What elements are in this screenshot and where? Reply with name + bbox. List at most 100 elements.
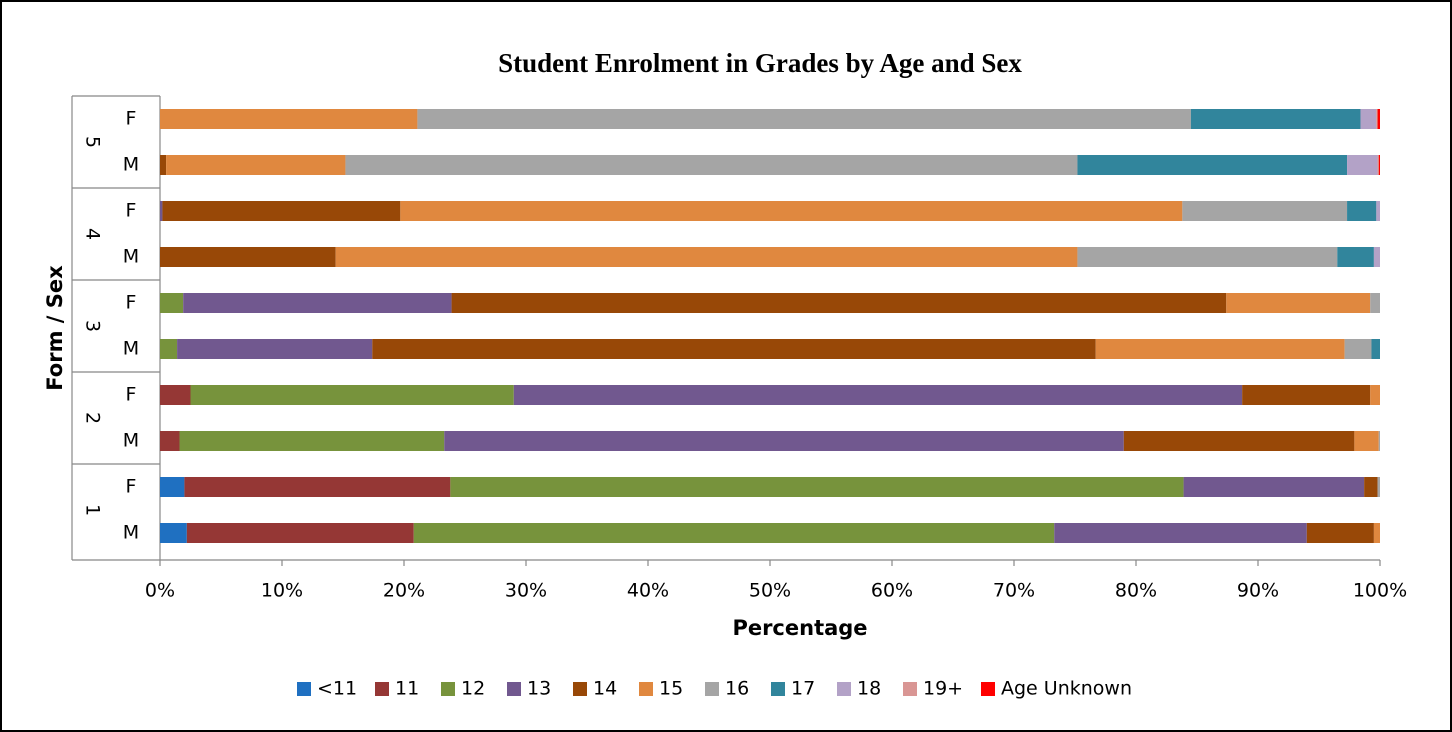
legend-label: 17 bbox=[791, 678, 815, 700]
x-tick-label: 70% bbox=[993, 580, 1035, 602]
legend-swatch bbox=[903, 682, 917, 696]
bar-segment bbox=[1347, 201, 1377, 221]
x-tick-label: 10% bbox=[261, 580, 303, 602]
bar-segment bbox=[1376, 109, 1378, 129]
legend-swatch bbox=[771, 682, 785, 696]
bar-segment bbox=[160, 155, 167, 175]
bar-segment bbox=[1354, 431, 1379, 451]
bar-segment bbox=[1226, 293, 1371, 313]
x-tick-label: 20% bbox=[383, 580, 425, 602]
bar-segment bbox=[335, 247, 1078, 267]
bar-segment bbox=[1182, 201, 1348, 221]
legend-swatch bbox=[441, 682, 455, 696]
legend-swatch bbox=[375, 682, 389, 696]
bar-segment bbox=[160, 109, 418, 129]
bar-segment bbox=[177, 339, 373, 359]
group-label: 3 bbox=[82, 320, 104, 332]
group-label: 5 bbox=[82, 136, 104, 148]
bar-segment bbox=[190, 385, 514, 405]
bar-segment bbox=[1347, 155, 1378, 175]
y-tick-label: M bbox=[123, 522, 139, 544]
bar-segment bbox=[413, 523, 1055, 543]
y-tick-label: M bbox=[123, 338, 139, 360]
x-tick-label: 30% bbox=[505, 580, 547, 602]
bar-segment bbox=[1377, 109, 1380, 129]
legend-swatch bbox=[573, 682, 587, 696]
bar-segment bbox=[160, 477, 185, 497]
bar-segment bbox=[1371, 339, 1380, 359]
chart-title: Student Enrolment in Grades by Age and S… bbox=[498, 48, 1022, 78]
bar-segment bbox=[1373, 247, 1380, 267]
y-tick-label: F bbox=[126, 108, 137, 130]
group-label: 2 bbox=[82, 412, 104, 424]
bar-segment bbox=[1344, 339, 1372, 359]
bar-segment bbox=[1242, 385, 1371, 405]
x-axis-label: Percentage bbox=[732, 616, 867, 640]
bar-segment bbox=[513, 385, 1243, 405]
legend-label: 14 bbox=[593, 678, 617, 700]
x-tick-label: 90% bbox=[1237, 580, 1279, 602]
bar-segment bbox=[179, 431, 445, 451]
bar-segment bbox=[1077, 155, 1348, 175]
bar-segment bbox=[186, 523, 414, 543]
bar-segment bbox=[451, 293, 1227, 313]
bar-segment bbox=[160, 201, 163, 221]
y-tick-label: F bbox=[126, 292, 137, 314]
x-tick-label: 60% bbox=[871, 580, 913, 602]
x-tick-label: 80% bbox=[1115, 580, 1157, 602]
bar-segment bbox=[1378, 155, 1380, 175]
bar-segment bbox=[1360, 109, 1377, 129]
legend-label: 13 bbox=[527, 678, 551, 700]
y-tick-label: M bbox=[123, 154, 139, 176]
legend-swatch bbox=[705, 682, 719, 696]
bar-segment bbox=[160, 247, 336, 267]
legend-swatch bbox=[837, 682, 851, 696]
legend-label: 15 bbox=[659, 678, 683, 700]
bar-segment bbox=[444, 431, 1124, 451]
bar-segment bbox=[1364, 477, 1378, 497]
bar-segment bbox=[183, 293, 452, 313]
bar-segment bbox=[1370, 385, 1380, 405]
legend-label: 18 bbox=[857, 678, 881, 700]
bar-segment bbox=[1095, 339, 1345, 359]
bar-segment bbox=[162, 201, 401, 221]
x-tick-label: 50% bbox=[749, 580, 791, 602]
bar-segment bbox=[160, 339, 178, 359]
legend-label: 12 bbox=[461, 678, 485, 700]
bar-segment bbox=[1378, 431, 1380, 451]
bar-segment bbox=[160, 293, 184, 313]
bar-segment bbox=[1370, 293, 1380, 313]
bar-segment bbox=[417, 109, 1191, 129]
x-tick-label: 0% bbox=[145, 580, 175, 602]
group-label: 4 bbox=[82, 228, 104, 240]
bar-segment bbox=[1377, 155, 1379, 175]
group-label: 1 bbox=[82, 504, 104, 516]
legend-swatch bbox=[297, 682, 311, 696]
bar-segment bbox=[1054, 523, 1307, 543]
bar-segment bbox=[160, 431, 180, 451]
bar-segment bbox=[1376, 201, 1380, 221]
legend-swatch bbox=[639, 682, 653, 696]
legend-swatch bbox=[507, 682, 521, 696]
bar-segment bbox=[1373, 523, 1380, 543]
legend-label: 11 bbox=[395, 678, 419, 700]
legend-swatch bbox=[981, 682, 995, 696]
bar-segment bbox=[1337, 247, 1374, 267]
legend-label: 19+ bbox=[923, 678, 963, 700]
y-tick-label: M bbox=[123, 246, 139, 268]
y-tick-label: F bbox=[126, 200, 137, 222]
x-tick-label: 40% bbox=[627, 580, 669, 602]
bar-segment bbox=[166, 155, 346, 175]
y-tick-label: M bbox=[123, 430, 139, 452]
bar-segment bbox=[1377, 477, 1380, 497]
bar-segment bbox=[1183, 477, 1365, 497]
x-tick-label: 100% bbox=[1353, 580, 1407, 602]
bar-segment bbox=[160, 523, 187, 543]
bar-segment bbox=[1123, 431, 1355, 451]
bar-segment bbox=[372, 339, 1096, 359]
legend-label: 16 bbox=[725, 678, 749, 700]
bar-segment bbox=[1190, 109, 1361, 129]
bar-segment bbox=[345, 155, 1078, 175]
bar-segment bbox=[1077, 247, 1338, 267]
